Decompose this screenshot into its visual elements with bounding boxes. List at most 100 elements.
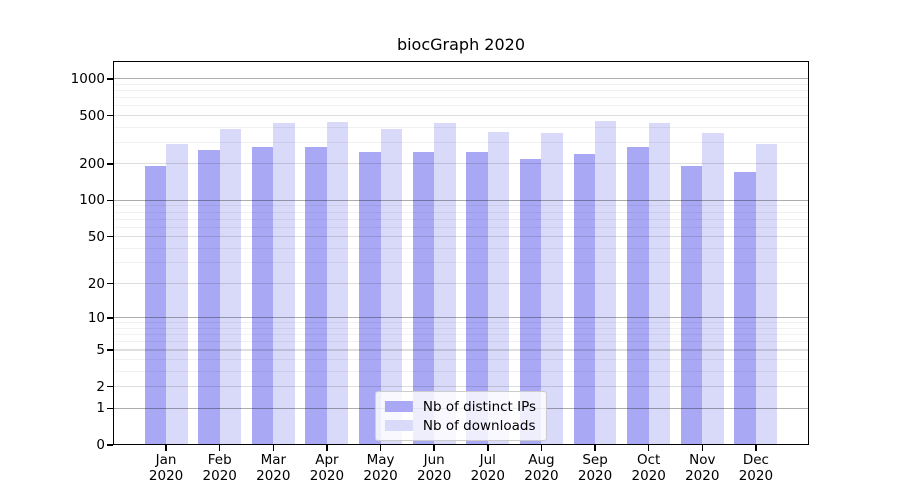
month-year: 2020 [738, 467, 774, 484]
bars-layer [113, 61, 809, 445]
x-axis-month-label: Jan 2020 [134, 452, 198, 484]
gridline-minor [113, 205, 809, 207]
month-name: Feb [207, 452, 232, 468]
legend-swatch-distinct-ips [384, 401, 413, 412]
x-tick-mark [272, 445, 275, 451]
x-axis-month-label: May 2020 [349, 452, 413, 484]
bar-downloads [380, 128, 402, 445]
gridline-mid [113, 163, 809, 165]
month-name: Nov [689, 452, 716, 468]
x-axis-month-label: Jul 2020 [456, 452, 520, 484]
y-tick-mark [107, 282, 113, 285]
month-year: 2020 [470, 467, 505, 484]
bar-distinct-ips [251, 146, 274, 445]
y-tick-mark [107, 114, 113, 117]
gridline-mid [113, 283, 809, 285]
gridline-major [113, 317, 809, 319]
x-axis-month-label: Jun 2020 [402, 452, 466, 484]
gridline-major [113, 199, 809, 201]
y-tick-mark [107, 78, 113, 80]
x-tick-mark [219, 445, 221, 451]
x-tick-mark [326, 445, 328, 451]
bar-distinct-ips [466, 151, 488, 445]
y-axis-tick-label: 200 [79, 155, 105, 172]
month-name: Mar [260, 452, 287, 468]
y-axis-tick-label: 20 [87, 275, 105, 292]
legend-label-downloads: Nb of downloads [422, 417, 536, 434]
x-tick-mark [433, 445, 435, 451]
bar-downloads [595, 120, 617, 445]
gridline-minor [113, 105, 809, 107]
y-axis-tick-label: 500 [79, 107, 105, 124]
bar-distinct-ips [573, 153, 596, 445]
month-name: Aug [528, 452, 555, 468]
gridline-minor [113, 334, 809, 336]
gridline-mid [113, 386, 809, 388]
gridline-minor [113, 142, 809, 143]
x-axis-month-label: Apr 2020 [295, 452, 359, 484]
y-tick-mark [107, 317, 113, 319]
y-axis-tick-label: 1 [96, 400, 105, 417]
month-year: 2020 [577, 467, 613, 484]
gridline-minor [113, 341, 809, 343]
x-tick-mark [487, 445, 489, 451]
y-tick-mark [107, 407, 113, 409]
x-tick-mark [165, 445, 167, 451]
legend-swatch-downloads [384, 420, 413, 431]
month-year: 2020 [309, 467, 345, 484]
x-tick-mark [701, 445, 703, 451]
y-tick-mark [107, 444, 113, 446]
month-name: Jun [423, 452, 445, 468]
gridline-minor [113, 90, 809, 92]
gridline-minor [113, 328, 809, 330]
x-axis-month-label: Oct 2020 [617, 452, 681, 484]
gridline-minor [113, 247, 809, 249]
bar-downloads [755, 143, 778, 445]
month-name: May [366, 452, 395, 468]
gridline-minor [113, 371, 809, 373]
month-year: 2020 [256, 467, 291, 484]
bar-distinct-ips [627, 146, 649, 445]
x-tick-mark [755, 445, 757, 451]
y-tick-mark [107, 199, 113, 202]
bar-downloads [702, 133, 724, 445]
x-tick-mark [594, 445, 596, 451]
y-tick-mark [107, 163, 113, 165]
x-axis-month-label: Aug 2020 [509, 452, 573, 484]
bar-downloads [434, 123, 456, 445]
month-name: Oct [637, 452, 661, 468]
bar-distinct-ips [144, 165, 167, 445]
bar-downloads [487, 131, 510, 445]
month-name: Sep [582, 452, 608, 468]
plot-area: Nb of distinct IPs Nb of downloads [113, 61, 809, 445]
legend: Nb of distinct IPs Nb of downloads [374, 391, 548, 441]
gridline-mid [113, 114, 809, 117]
gridline-minor [113, 83, 809, 85]
y-tick-mark [107, 235, 113, 238]
bar-distinct-ips [198, 149, 220, 445]
grid-layer [113, 61, 809, 445]
x-axis-month-label: Mar 2020 [241, 452, 305, 484]
gridline-mid [113, 349, 809, 351]
month-year: 2020 [417, 467, 452, 484]
gridline-minor [113, 97, 809, 99]
legend-item-downloads: Nb of downloads [384, 416, 536, 435]
x-axis-month-label: Feb 2020 [188, 452, 252, 484]
y-axis-tick-label: 1000 [70, 70, 105, 87]
y-tick-mark [107, 349, 113, 351]
gridline-minor [113, 322, 809, 324]
gridline-minor [113, 262, 809, 264]
y-axis-tick-label: 2 [96, 378, 105, 395]
bar-downloads [648, 123, 671, 445]
x-axis-month-label: Sep 2020 [563, 452, 627, 484]
y-axis-tick-label: 0 [96, 437, 105, 453]
bar-distinct-ips [680, 166, 703, 445]
bar-downloads [326, 122, 349, 445]
bar-downloads [541, 133, 563, 445]
y-axis-tick-label: 5 [96, 342, 105, 359]
gridline-minor [113, 218, 809, 220]
y-tick-mark [107, 386, 113, 388]
month-name: Jul [479, 452, 496, 468]
gridline-minor [113, 226, 809, 228]
